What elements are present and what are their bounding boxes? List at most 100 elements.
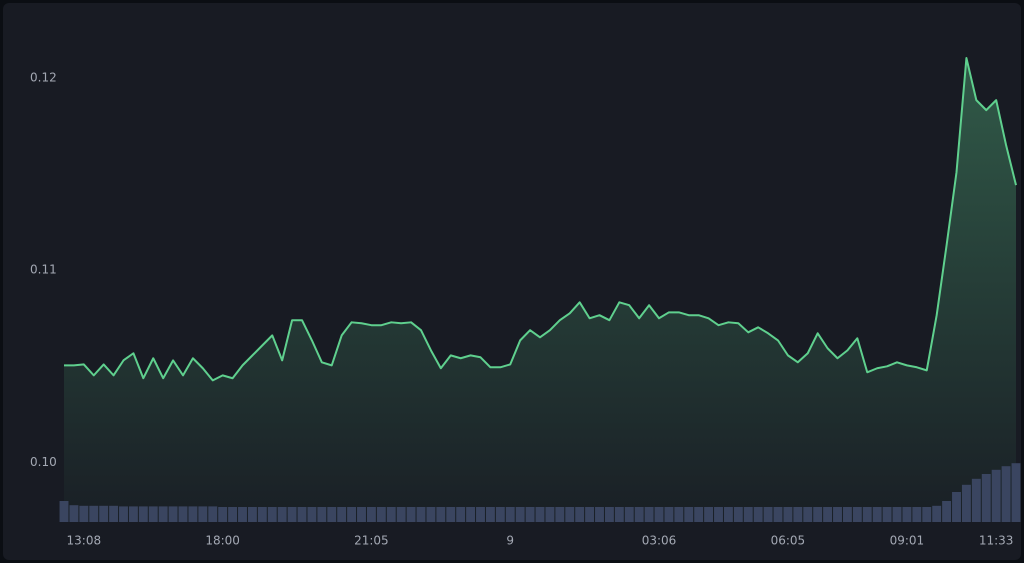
volume-bar — [684, 507, 694, 522]
x-tick-label: 06:05 — [771, 534, 806, 548]
volume-bar — [743, 507, 753, 522]
volume-bar — [1011, 463, 1021, 522]
volume-bar — [128, 506, 138, 522]
volume-bar — [882, 507, 892, 522]
volume-bar — [714, 507, 723, 522]
volume-bar — [148, 506, 158, 522]
volume-bar — [525, 507, 535, 522]
volume-bar — [376, 507, 386, 522]
volume-bar — [515, 507, 525, 522]
y-tick-label: 0.10 — [30, 455, 57, 469]
volume-bar — [109, 505, 119, 522]
volume-bar — [654, 507, 664, 522]
volume-bar — [704, 507, 714, 522]
volume-bar — [952, 492, 961, 522]
volume-bar — [317, 507, 327, 522]
x-tick-label: 03:06 — [642, 534, 677, 548]
volume-bar — [604, 507, 614, 522]
y-tick-label: 0.11 — [30, 263, 57, 277]
volume-bar — [1001, 466, 1011, 522]
volume-bar — [366, 507, 376, 522]
x-tick-label: 09:01 — [890, 534, 925, 548]
volume-bar — [545, 507, 555, 522]
x-tick-label: 21:05 — [354, 534, 389, 548]
volume-bar — [79, 505, 89, 522]
volume-bar — [307, 507, 317, 522]
volume-bar — [69, 505, 79, 522]
x-tick-label: 9 — [506, 534, 514, 548]
price-area — [64, 58, 1016, 523]
volume-bar — [763, 507, 773, 522]
volume-bar — [476, 507, 485, 522]
volume-bar — [813, 507, 823, 522]
volume-bar — [277, 507, 287, 522]
volume-bar — [228, 507, 238, 522]
volume-bar — [158, 506, 168, 522]
volume-bar — [595, 507, 604, 522]
x-tick-label: 18:00 — [205, 534, 240, 548]
volume-bar — [436, 507, 446, 522]
volume-bar — [416, 507, 426, 522]
volume-bar — [89, 505, 99, 522]
x-tick-label: 13:08 — [67, 534, 102, 548]
volume-bar — [872, 507, 882, 522]
volume-bar — [902, 507, 912, 522]
volume-bar — [862, 507, 872, 522]
volume-bar — [347, 507, 357, 522]
volume-bar — [297, 507, 307, 522]
volume-bar — [892, 507, 902, 522]
volume-bar — [971, 478, 981, 522]
volume-bar — [932, 505, 942, 522]
volume-bar — [357, 507, 366, 522]
volume-bar — [555, 507, 565, 522]
volume-bar — [247, 507, 257, 522]
price-line — [64, 57, 1017, 382]
volume-bar — [327, 507, 337, 522]
volume-bar — [922, 507, 932, 522]
volume-bar — [267, 507, 277, 522]
volume-bar — [99, 505, 109, 522]
volume-bar — [634, 507, 644, 522]
volume-bar — [575, 507, 585, 522]
x-tick-label: 11:33 — [979, 534, 1014, 548]
volume-bar — [674, 507, 684, 522]
volume-bar — [823, 507, 833, 522]
volume-bar — [624, 507, 634, 522]
volume-bar — [257, 507, 267, 522]
volume-bar — [733, 507, 743, 522]
volume-bar — [138, 506, 148, 522]
volume-bar — [565, 507, 575, 522]
volume-bar — [287, 507, 297, 522]
volume-bar — [753, 507, 763, 522]
volume-bar — [505, 507, 515, 522]
volume-bar — [446, 507, 456, 522]
volume-bar — [208, 506, 218, 522]
volume-bar — [981, 474, 991, 522]
volume-bar — [942, 501, 952, 522]
y-tick-label: 0.12 — [30, 71, 57, 85]
volume-bar — [337, 507, 347, 522]
volume-bar — [852, 507, 862, 522]
volume-bar — [803, 507, 813, 522]
volume-bar — [168, 506, 178, 522]
volume-bar — [644, 507, 654, 522]
volume-bar — [188, 506, 198, 522]
volume-bar — [535, 507, 545, 522]
volume-bar — [466, 507, 476, 522]
volume-bar — [833, 507, 842, 522]
volume-bar — [119, 506, 128, 522]
volume-bar — [198, 506, 208, 522]
volume-bar — [723, 507, 733, 522]
volume-bar — [773, 507, 783, 522]
volume-bar — [783, 507, 793, 522]
volume-bar — [59, 501, 69, 522]
volume-bar — [485, 507, 495, 522]
volume-bar — [793, 507, 803, 522]
volume-bar — [614, 507, 624, 522]
volume-bar — [218, 507, 228, 522]
volume-bar — [694, 507, 704, 522]
volume-bar — [386, 507, 396, 522]
volume-bar — [961, 484, 971, 522]
